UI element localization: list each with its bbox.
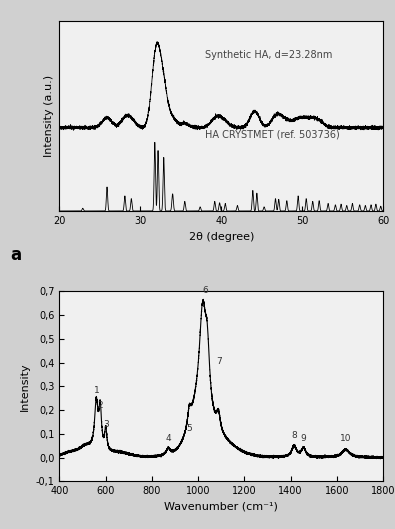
Text: 9: 9	[301, 434, 306, 443]
Text: HA CRYSTMET (ref. 503736): HA CRYSTMET (ref. 503736)	[205, 130, 340, 140]
Text: 4: 4	[166, 434, 171, 443]
Text: 3: 3	[103, 419, 109, 428]
X-axis label: Wavenumber (cm⁻¹): Wavenumber (cm⁻¹)	[164, 502, 278, 512]
Text: 10: 10	[340, 434, 352, 443]
Text: 5: 5	[186, 424, 192, 433]
Text: 7: 7	[216, 357, 222, 366]
Y-axis label: Intensity: Intensity	[20, 362, 30, 411]
Text: 2: 2	[98, 400, 103, 409]
Y-axis label: Intensity (a.u.): Intensity (a.u.)	[44, 75, 54, 157]
Text: 6: 6	[203, 287, 208, 296]
Text: 8: 8	[291, 431, 297, 440]
Text: Synthetic HA, d=23.28nm: Synthetic HA, d=23.28nm	[205, 50, 332, 60]
Text: 1: 1	[94, 386, 100, 395]
Text: a: a	[11, 245, 22, 263]
X-axis label: 2θ (degree): 2θ (degree)	[188, 232, 254, 242]
